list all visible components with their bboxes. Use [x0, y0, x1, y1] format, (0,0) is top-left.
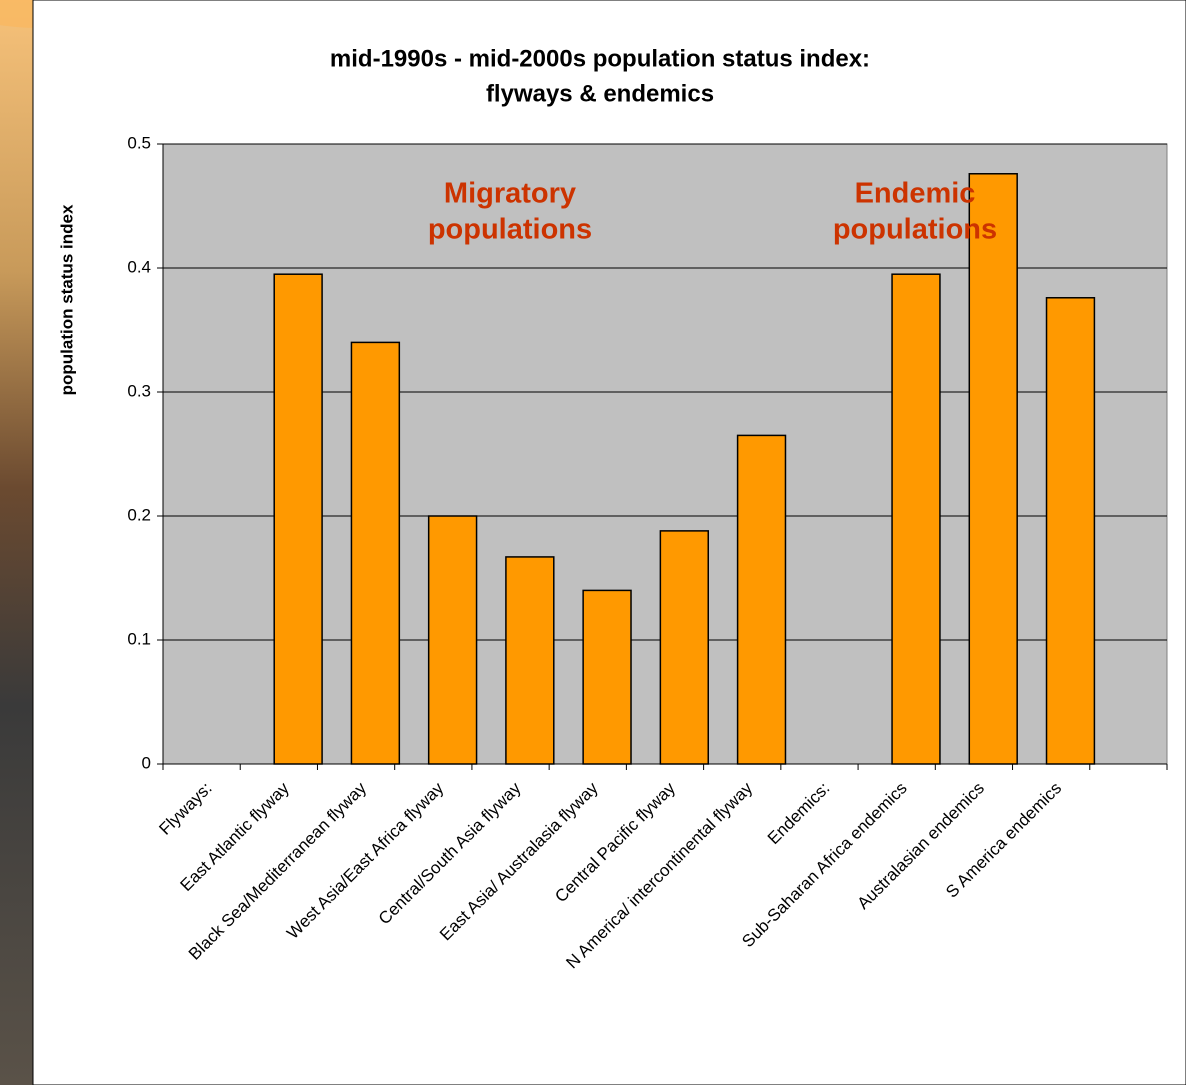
bar — [891, 273, 941, 765]
background-strip — [0, 0, 34, 1085]
annotation: Endemic — [855, 178, 976, 210]
chart-title: mid-1990s - mid-2000s population status … — [330, 45, 870, 72]
bar — [350, 341, 401, 765]
annotation: populations — [428, 214, 592, 246]
bar — [505, 556, 555, 765]
y-axis-label: population status index — [57, 204, 76, 395]
bar — [968, 173, 1018, 765]
bar — [427, 515, 478, 765]
chart-title: flyways & endemics — [486, 80, 714, 107]
bar — [273, 273, 323, 765]
annotation: populations — [833, 214, 997, 246]
y-tick-label: 0 — [142, 753, 151, 772]
bar — [1045, 297, 1096, 765]
annotation: Migratory — [444, 178, 576, 210]
bar — [736, 434, 787, 765]
y-tick-label: 0.1 — [127, 629, 151, 648]
y-tick-label: 0.4 — [127, 257, 151, 276]
y-tick-label: 0.5 — [127, 133, 151, 152]
bar — [582, 589, 632, 765]
bar — [659, 530, 709, 765]
y-tick-label: 0.3 — [127, 381, 151, 400]
y-tick-label: 0.2 — [127, 505, 151, 524]
